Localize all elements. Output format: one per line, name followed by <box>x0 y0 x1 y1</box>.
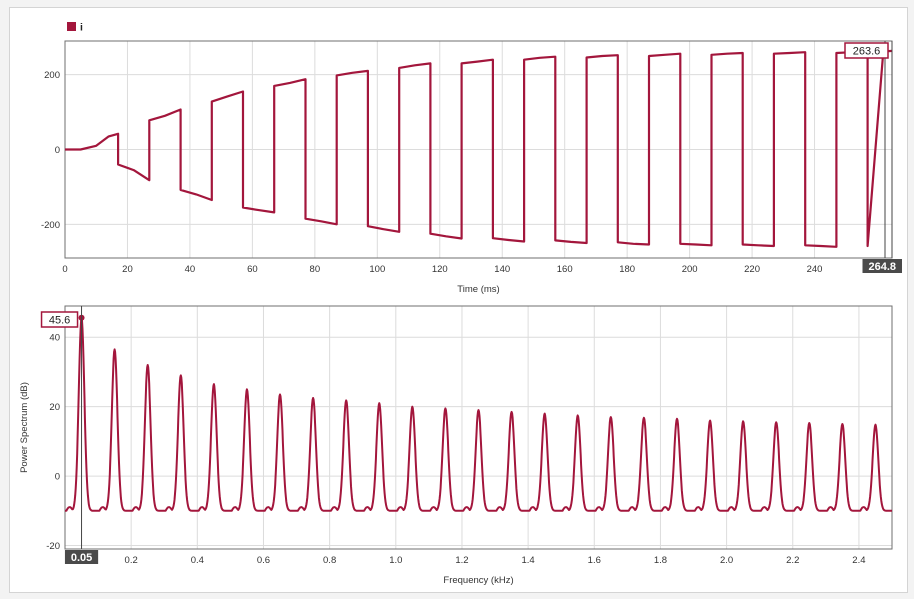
time-chart-x-tick-label: 100 <box>369 264 385 275</box>
spectrum-chart-x-tick-label: 1.8 <box>654 555 667 566</box>
time-chart-x-tick-label: 160 <box>557 264 573 275</box>
time-chart-x-tick-label: 40 <box>185 264 196 275</box>
spectrum-chart-x-tick-label: 1.6 <box>588 555 601 566</box>
time-chart-x-tick-label: 200 <box>682 264 698 275</box>
time-chart-x-tick-label: 0 <box>62 264 67 275</box>
spectrum-chart-y-axis-title: Power Spectrum (dB) <box>19 382 30 473</box>
time-chart-y-tick-label: 0 <box>55 145 60 156</box>
time-chart-cursor-value-label: 263.6 <box>853 46 881 58</box>
time-chart-y-tick-label: 200 <box>44 70 60 81</box>
time-chart-cursor: 264.8 263.6 <box>844 41 902 273</box>
spectrum-chart-x-tick-label: 0.8 <box>323 555 336 566</box>
time-chart-axes: 0 20 40 60 80 100 120 140 160 180 200 220 240 -200 0 20… <box>41 40 893 295</box>
time-chart-x-tick-label: 20 <box>122 264 133 275</box>
spectrum-chart-x-tick-label: 2.2 <box>786 555 799 566</box>
time-chart-x-tick-label: 80 <box>310 264 321 275</box>
time-chart-cursor-value-box <box>844 42 889 59</box>
time-chart-x-tick-label: 120 <box>432 264 448 275</box>
spectrum-chart-cursor-x-label: 0.05 <box>71 552 92 564</box>
legend-swatch <box>67 22 76 31</box>
spectrum-chart-cursor: 0.05 45.6 <box>40 306 99 564</box>
time-chart-series-line <box>65 49 893 248</box>
spectrum-chart-cursor-value-label: 45.6 <box>49 315 70 327</box>
spectrum-chart-y-tick-label: -20 <box>46 541 60 552</box>
time-chart-x-tick-label: 220 <box>744 264 760 275</box>
spectrum-chart-x-tick-label: 1.2 <box>455 555 468 566</box>
time-chart-x-axis-title: Time (ms) <box>457 284 499 295</box>
chart-panel: 0 20 40 60 80 100 120 140 160 180 200 220 240 -200 0 20… <box>9 7 908 593</box>
time-chart-cursor-x-label: 264.8 <box>868 261 896 273</box>
spectrum-chart-y-tick-label: 40 <box>49 333 60 344</box>
time-chart-x-tick-label: 240 <box>807 264 823 275</box>
spectrum-chart-y-tick-label: 0 <box>55 472 60 483</box>
spectrum-chart-x-tick-label: 0.4 <box>191 555 204 566</box>
spectrum-chart-axes: 0.2 0.4 0.6 0.8 1.0 1.2 1.4 1.6 1.8 2.0 2.2 2.4-200… <box>19 305 893 586</box>
spectrum-chart-x-tick-label: 0.2 <box>125 555 138 566</box>
spectrum-chart-x-tick-label: 1.4 <box>522 555 535 566</box>
spectrum-chart-series-line <box>64 316 893 512</box>
chart-svg: 0 20 40 60 80 100 120 140 160 180 200 220 240-200020… <box>19 22 902 586</box>
legend: i <box>67 22 83 34</box>
time-chart-x-tick-label: 140 <box>494 264 510 275</box>
spectrum-chart-plot-frame <box>64 305 893 550</box>
spectrum-chart-y-tick-label: 20 <box>49 402 60 413</box>
spectrum-chart-x-tick-label: 0.6 <box>257 555 270 566</box>
spectrum-chart-cursor-x-badge <box>64 550 99 564</box>
spectrum-chart-x-axis-title: Frequency (kHz) <box>443 575 513 586</box>
spectrum-chart-x-tick-label: 2.4 <box>852 555 865 566</box>
spectrum-chart-x-tick-label: 2.0 <box>720 555 733 566</box>
time-chart-x-tick-label: 60 <box>247 264 258 275</box>
time-chart-x-tick-label: 180 <box>619 264 635 275</box>
spectrum-chart-cursor-value-box <box>40 311 79 328</box>
time-chart-y-tick-label: -200 <box>41 220 60 231</box>
time-chart-cursor-x-badge <box>862 259 902 273</box>
spectrum-chart-x-tick-label: 1.0 <box>389 555 402 566</box>
legend-label-i: i <box>80 22 83 34</box>
